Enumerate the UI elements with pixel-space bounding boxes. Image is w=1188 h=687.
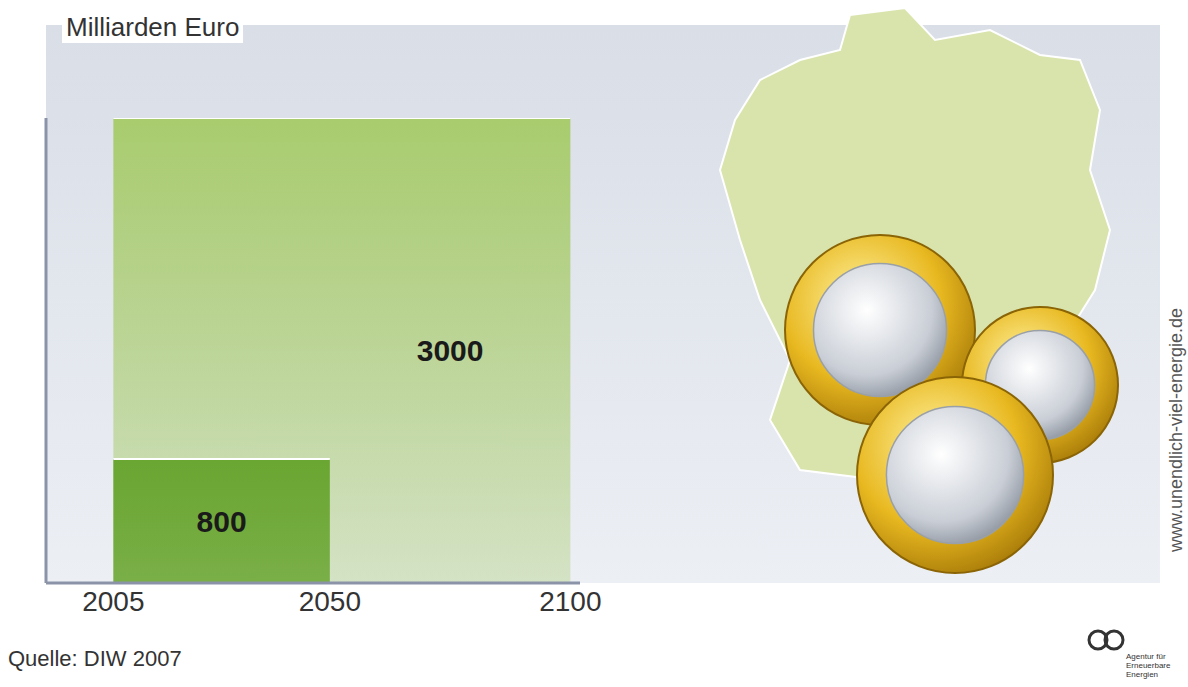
svg-text:2100: 2100 — [539, 586, 601, 617]
html-text:www.unendlich-viel-energie.de: www.unendlich-viel-energie.de — [1165, 307, 1186, 553]
html-text:Milliarden Euro: Milliarden Euro — [66, 12, 240, 42]
html-text:Agentur für Erneuerbare Energi: Agentur für Erneuerbare Energien — [1126, 652, 1171, 679]
svg-text:2050: 2050 — [299, 586, 361, 617]
svg-text:800: 800 — [197, 505, 247, 538]
svg-text:2005: 2005 — [82, 586, 144, 617]
svg-text:3000: 3000 — [417, 334, 484, 367]
html-text:Quelle: DIW 2007: Quelle: DIW 2007 — [8, 646, 182, 671]
